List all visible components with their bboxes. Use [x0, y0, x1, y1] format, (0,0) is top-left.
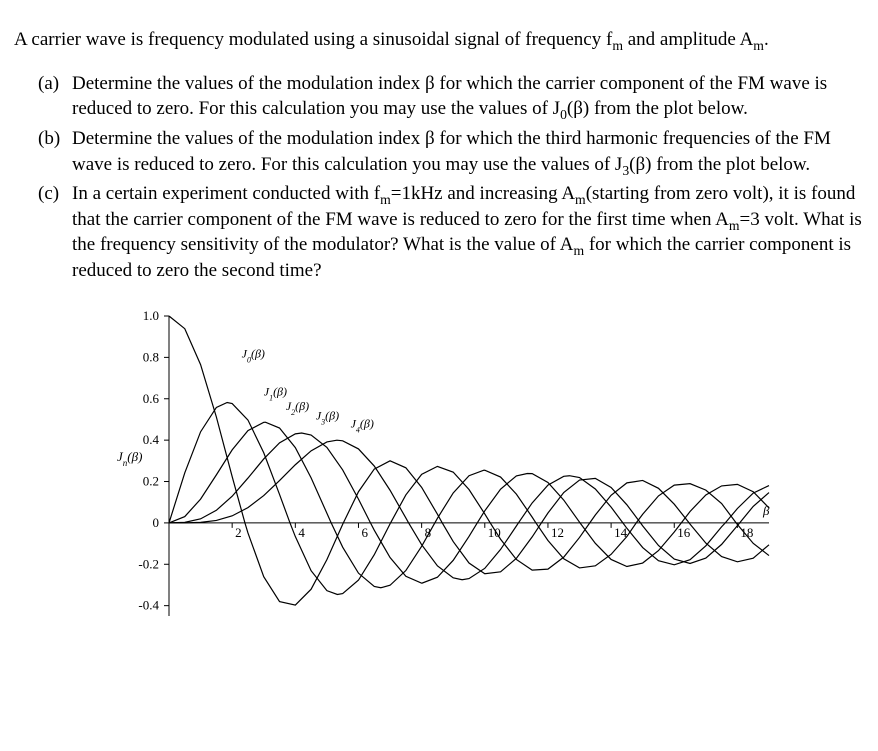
svg-text:J3(β): J3(β) [316, 408, 339, 426]
svg-text:4: 4 [298, 525, 305, 540]
item-c-body: In a certain experiment conducted with f… [72, 181, 864, 284]
intro-sub-2: m [753, 38, 764, 53]
item-a-body: Determine the values of the modulation i… [72, 71, 864, 122]
bessel-chart: -0.4-0.200.20.40.60.81.024681012141618Jn… [89, 306, 789, 636]
item-a-t2: (β) from the plot below. [567, 98, 748, 119]
svg-text:-0.2: -0.2 [138, 556, 159, 571]
svg-text:18: 18 [740, 525, 753, 540]
item-c-t2: =1kHz and increasing A [391, 183, 575, 204]
svg-text:Jn(β): Jn(β) [117, 449, 142, 468]
intro-sub-1: m [612, 38, 623, 53]
item-b-marker: (b) [38, 126, 72, 177]
item-c-s2: m [575, 192, 586, 207]
svg-text:J1(β): J1(β) [264, 384, 287, 402]
item-a-s1: 0 [560, 107, 567, 122]
intro-text-3: . [764, 29, 769, 50]
svg-text:0.2: 0.2 [143, 473, 159, 488]
svg-text:16: 16 [677, 525, 691, 540]
problem-list: (a) Determine the values of the modulati… [14, 71, 864, 284]
svg-text:0.4: 0.4 [143, 432, 160, 447]
item-b-body: Determine the values of the modulation i… [72, 126, 864, 177]
item-c-s4: m [573, 243, 584, 258]
item-c-s1: m [380, 192, 391, 207]
item-b: (b) Determine the values of the modulati… [38, 126, 864, 177]
svg-text:0: 0 [153, 515, 160, 530]
item-c-t1: In a certain experiment conducted with f [72, 183, 380, 204]
intro-text-2: and amplitude A [623, 29, 753, 50]
item-c: (c) In a certain experiment conducted wi… [38, 181, 864, 284]
problem-page: A carrier wave is frequency modulated us… [0, 0, 878, 656]
svg-text:10: 10 [488, 525, 501, 540]
item-a: (a) Determine the values of the modulati… [38, 71, 864, 122]
svg-text:J0(β): J0(β) [242, 346, 265, 364]
item-c-marker: (c) [38, 181, 72, 284]
svg-text:8: 8 [425, 525, 432, 540]
svg-text:0.8: 0.8 [143, 349, 159, 364]
svg-text:-0.4: -0.4 [138, 597, 159, 612]
intro-paragraph: A carrier wave is frequency modulated us… [14, 27, 864, 53]
svg-text:12: 12 [551, 525, 564, 540]
svg-text:J4(β): J4(β) [351, 416, 374, 434]
bessel-chart-svg: -0.4-0.200.20.40.60.81.024681012141618Jn… [89, 306, 789, 636]
svg-text:6: 6 [361, 525, 368, 540]
item-a-marker: (a) [38, 71, 72, 122]
svg-text:2: 2 [235, 525, 242, 540]
item-c-s3: m [729, 218, 740, 233]
item-b-t2: (β) from the plot below. [629, 154, 810, 175]
svg-text:1.0: 1.0 [143, 308, 159, 323]
svg-text:J2(β): J2(β) [286, 399, 309, 417]
svg-text:0.6: 0.6 [143, 391, 160, 406]
intro-text-1: A carrier wave is frequency modulated us… [14, 29, 612, 50]
